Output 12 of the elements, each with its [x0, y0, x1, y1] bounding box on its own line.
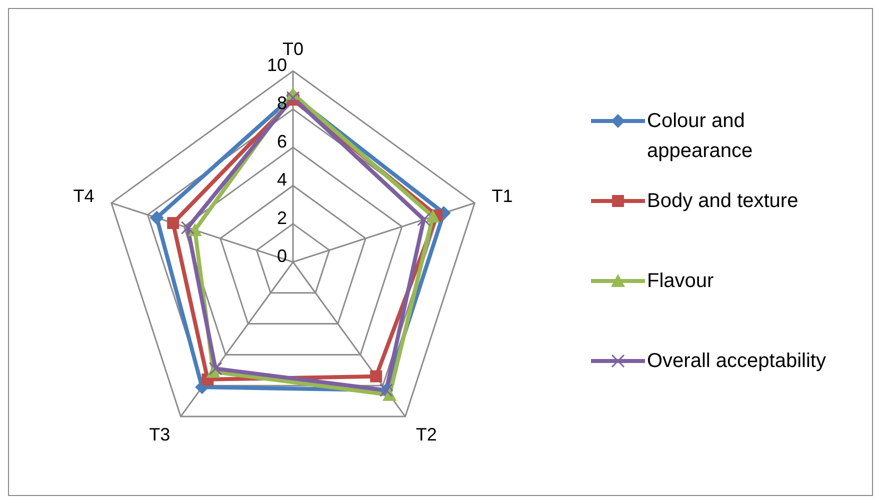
spoke-label: T2 — [416, 424, 437, 444]
spoke-label: T1 — [492, 186, 513, 206]
y-tick-label: 6 — [276, 131, 287, 152]
y-tick-label: 0 — [276, 246, 287, 266]
spoke-label: T3 — [149, 424, 170, 444]
legend-label: Colour and appearance — [647, 109, 754, 164]
legend-label: Overall acceptability — [647, 349, 826, 374]
legend-label: Flavour — [647, 269, 714, 294]
y-tick-label: 2 — [276, 208, 287, 228]
spoke-label: T4 — [73, 186, 94, 206]
legend-label: Body and texture — [647, 189, 798, 214]
y-tick-label: 4 — [276, 170, 287, 190]
